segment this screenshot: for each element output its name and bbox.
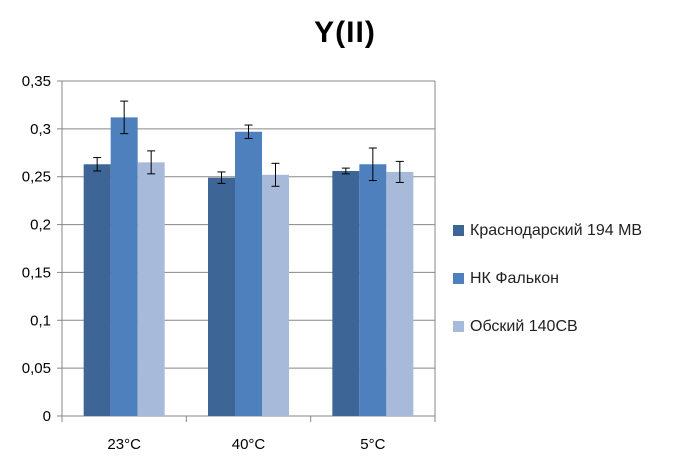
y-tick-label: 0,1: [30, 312, 51, 329]
legend-item: НК Фалькон: [453, 266, 642, 291]
bar: [137, 162, 165, 416]
y-tick-label: 0,35: [22, 73, 51, 90]
bar: [83, 164, 111, 416]
bar: [235, 131, 262, 416]
legend: Краснодарский 194 МВ НК Фалькон Обский 1…: [453, 218, 642, 362]
bar: [386, 171, 414, 416]
x-tick-label: 5°C: [360, 436, 385, 453]
legend-item: Краснодарский 194 МВ: [453, 218, 642, 243]
bar: [359, 164, 387, 416]
legend-label: НК Фалькон: [470, 269, 559, 287]
bar: [110, 117, 138, 416]
y-tick-label: 0,05: [22, 360, 51, 377]
chart-title: Y(II): [314, 16, 376, 49]
bar: [332, 170, 360, 416]
bar: [262, 174, 289, 416]
bar: [208, 177, 235, 416]
legend-label: Краснодарский 194 МВ: [470, 221, 643, 239]
y-tick-label: 0,15: [22, 264, 51, 281]
legend-swatch: [453, 273, 464, 284]
legend-swatch: [453, 321, 464, 332]
legend-swatch: [453, 225, 464, 236]
x-tick-label: 23°C: [107, 436, 141, 453]
y-tick-label: 0: [43, 408, 51, 425]
y-tick-label: 0,25: [22, 169, 51, 186]
y-tick-label: 0,3: [30, 121, 51, 138]
legend-label: Обский 140СВ: [470, 317, 578, 335]
legend-item: Обский 140СВ: [453, 314, 642, 339]
x-tick-label: 40°C: [232, 436, 266, 453]
y-tick-label: 0,2: [30, 217, 51, 234]
